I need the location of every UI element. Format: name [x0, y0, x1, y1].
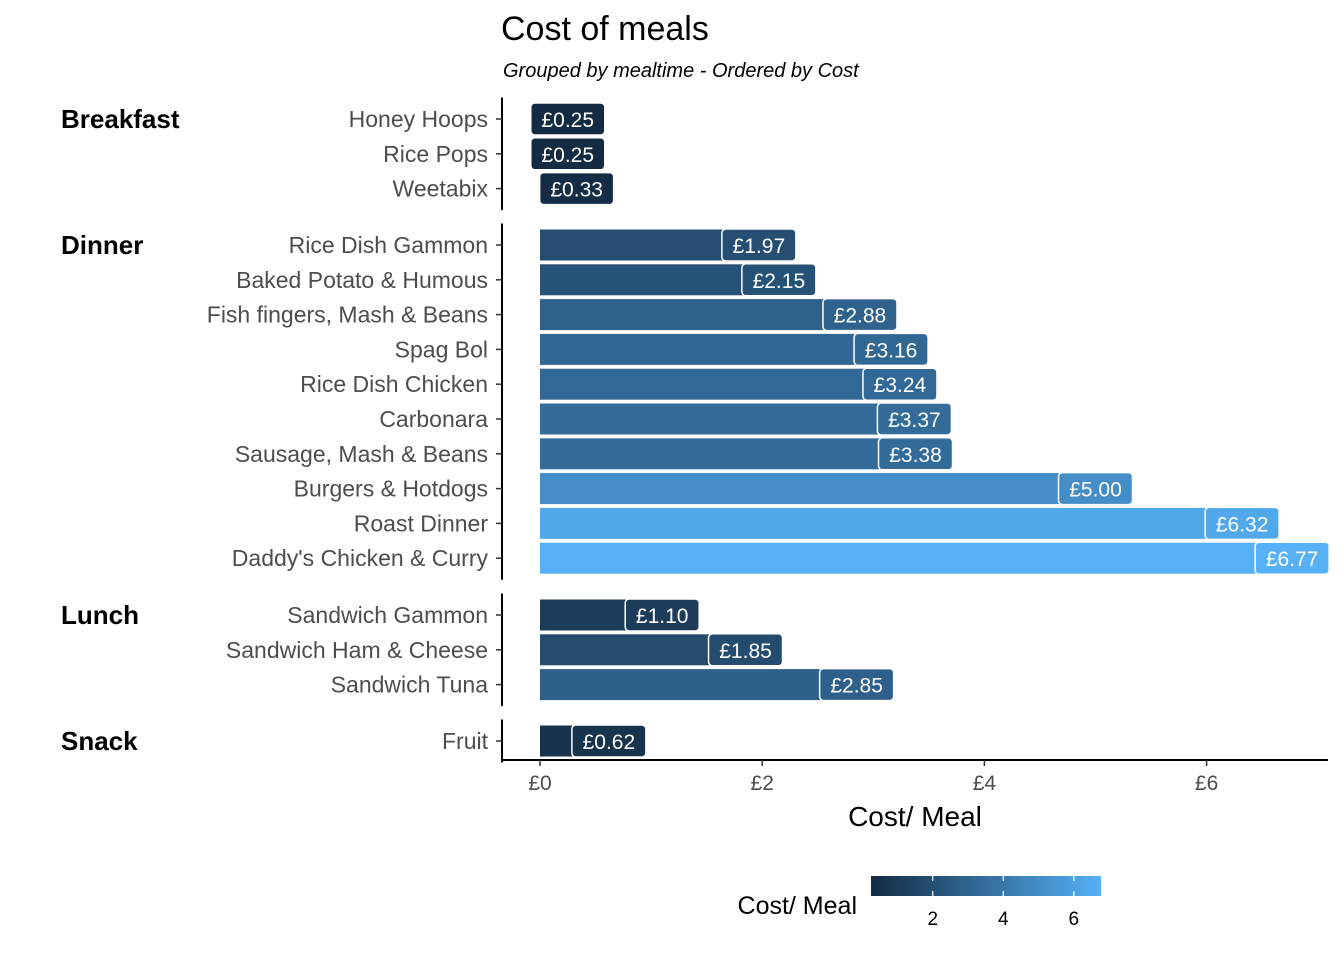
category-label: Honey Hoops — [349, 106, 488, 132]
group-label-dinner: Dinner — [61, 230, 143, 260]
group-label-lunch: Lunch — [61, 600, 139, 630]
value-label: £0.62 — [583, 731, 636, 754]
group-label-snack: Snack — [61, 726, 138, 756]
value-label: £3.38 — [889, 444, 942, 467]
category-label: Rice Dish Chicken — [300, 371, 488, 397]
bar — [540, 403, 915, 435]
value-label: £0.33 — [550, 179, 603, 202]
value-label: £6.32 — [1216, 513, 1269, 536]
legend: Cost/ Meal 2 4 6 — [738, 876, 1101, 930]
value-label-box — [1254, 541, 1330, 575]
bar — [540, 264, 779, 296]
legend-tick-label: 6 — [1069, 909, 1080, 930]
bar — [540, 368, 900, 400]
value-label-box — [876, 402, 953, 436]
plot-area: Breakfast Honey Hoops £0.25 Rice Pops £0.25 W… — [61, 97, 1330, 795]
category-label: Fish fingers, Mash & Beans — [207, 302, 488, 328]
category-label: Rice Pops — [383, 141, 488, 167]
category-label: Spag Bol — [395, 336, 488, 362]
value-label-box — [853, 332, 929, 367]
bar — [540, 299, 860, 331]
bar — [540, 473, 1096, 505]
value-label: £2.85 — [830, 675, 883, 698]
x-tick-label: £6 — [1195, 772, 1218, 795]
category-label: Rice Dish Gammon — [289, 232, 488, 258]
value-label-box — [1204, 506, 1280, 541]
value-label: £1.85 — [719, 640, 772, 663]
value-label: £3.24 — [874, 374, 927, 397]
value-label-box — [862, 367, 938, 401]
group-label-breakfast: Breakfast — [61, 104, 180, 134]
value-label: £1.97 — [733, 235, 786, 258]
value-label-box — [530, 137, 606, 171]
value-label: £3.37 — [888, 409, 941, 432]
x-tick-label: £0 — [528, 772, 551, 795]
bar — [540, 507, 1243, 539]
value-label-box — [707, 633, 784, 667]
category-label: Sausage, Mash & Beans — [235, 441, 488, 467]
category-label: Sandwich Tuna — [331, 672, 488, 698]
bar — [540, 669, 857, 701]
category-label: Sandwich Ham & Cheese — [226, 637, 488, 663]
bar — [540, 542, 1293, 574]
category-label: Weetabix — [393, 176, 489, 202]
value-label-box — [818, 667, 895, 702]
category-label: Daddy's Chicken & Curry — [232, 545, 489, 571]
legend-colorbar — [871, 876, 1101, 896]
value-label-box — [1057, 471, 1134, 506]
value-label: £5.00 — [1069, 479, 1122, 502]
x-tick-label: £4 — [973, 772, 997, 795]
value-label-box — [624, 598, 700, 632]
value-label-box — [538, 171, 615, 206]
value-label-box — [877, 437, 954, 471]
legend-title: Cost/ Meal — [738, 892, 857, 920]
value-label: £0.25 — [541, 109, 594, 132]
category-label: Roast Dinner — [354, 510, 489, 536]
legend-tick-label: 4 — [998, 909, 1009, 930]
value-label-box — [741, 263, 817, 297]
value-label: £0.25 — [541, 144, 594, 167]
value-label: £2.15 — [753, 270, 806, 293]
category-label: Fruit — [442, 728, 489, 754]
chart-subtitle: Grouped by mealtime - Ordered by Cost — [503, 60, 860, 82]
bar — [540, 438, 916, 470]
x-axis-title: Cost/ Meal — [848, 801, 982, 832]
value-label: £1.10 — [636, 605, 689, 628]
value-label: £6.77 — [1266, 548, 1319, 571]
chart-title: Cost of meals — [501, 10, 709, 48]
category-label: Burgers & Hotdogs — [294, 476, 488, 502]
category-label: Baked Potato & Humous — [236, 267, 488, 293]
value-label: £3.16 — [865, 339, 918, 362]
category-label: Sandwich Gammon — [287, 602, 488, 628]
x-tick-label: £2 — [751, 772, 774, 795]
category-label: Carbonara — [379, 406, 488, 432]
value-label-box — [530, 102, 606, 136]
value-label-box — [571, 724, 647, 758]
bar — [540, 333, 892, 365]
value-label-box — [721, 228, 797, 262]
legend-tick-label: 2 — [927, 909, 938, 930]
value-label-box — [822, 297, 898, 332]
value-label: £2.88 — [834, 305, 887, 328]
